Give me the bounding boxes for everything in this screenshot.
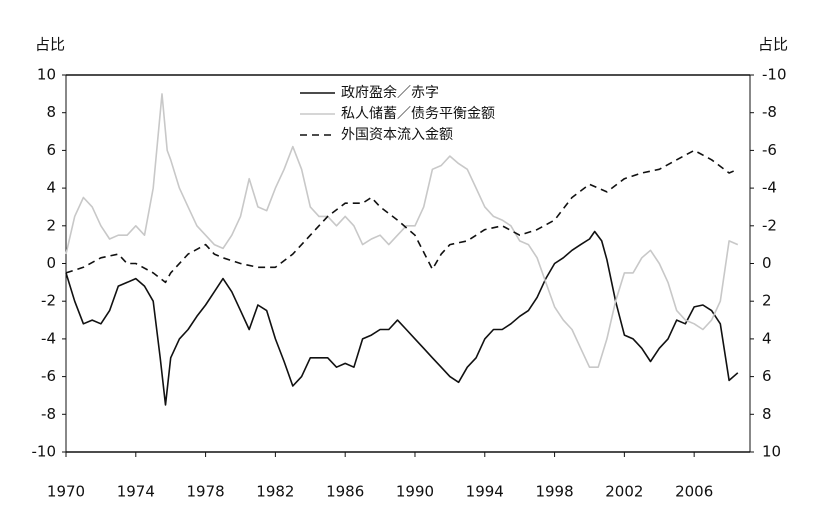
y-tick-label: 10 — [37, 66, 56, 84]
y2-tick-label: 0 — [762, 254, 772, 272]
y-tick-label: -8 — [41, 405, 56, 423]
x-tick-label: 2002 — [605, 483, 643, 501]
legend-label: 外国资本流入金额 — [341, 127, 453, 143]
y2-tick-label: 4 — [762, 329, 772, 347]
x-tick-label: 1986 — [326, 483, 364, 501]
y-tick-label: -4 — [41, 329, 56, 347]
x-tick-label: 1978 — [186, 483, 224, 501]
legend-label: 私人储蓄／债务平衡金额 — [341, 106, 495, 122]
y-tick-label: 4 — [46, 179, 56, 197]
series-line — [65, 230, 739, 406]
y-axis-title: 占比 — [35, 36, 65, 54]
x-tick-label: 1994 — [466, 483, 504, 501]
y2-tick-label: -10 — [762, 66, 787, 84]
y2-tick-label: -6 — [762, 141, 777, 159]
series-line — [65, 149, 739, 284]
x-tick-label: 1998 — [535, 483, 573, 501]
x-tick-label: 1974 — [117, 483, 155, 501]
y2-tick-label: -2 — [762, 216, 777, 234]
y-tick-label: 2 — [46, 216, 56, 234]
x-tick-label: 1982 — [256, 483, 294, 501]
y2-axis-title: 占比 — [758, 36, 788, 54]
x-tick-label: 2006 — [675, 483, 713, 501]
x-tick-label: 1990 — [396, 483, 434, 501]
y-tick-label: -2 — [41, 292, 56, 310]
x-tick-label: 1970 — [47, 483, 85, 501]
y-tick-label: -6 — [41, 367, 56, 385]
y2-tick-label: 10 — [762, 443, 781, 461]
y2-tick-label: 2 — [762, 292, 772, 310]
series-line — [65, 93, 739, 368]
legend-label: 政府盈余／赤字 — [341, 84, 439, 101]
y2-tick-label: -4 — [762, 179, 777, 197]
y-tick-label: 8 — [46, 103, 56, 121]
y-tick-label: 6 — [46, 141, 56, 159]
y-tick-label: 0 — [46, 254, 56, 272]
y2-tick-label: 8 — [762, 405, 772, 423]
y2-tick-label: -8 — [762, 103, 777, 121]
y2-tick-label: 6 — [762, 367, 772, 385]
y-tick-label: -10 — [32, 443, 57, 461]
